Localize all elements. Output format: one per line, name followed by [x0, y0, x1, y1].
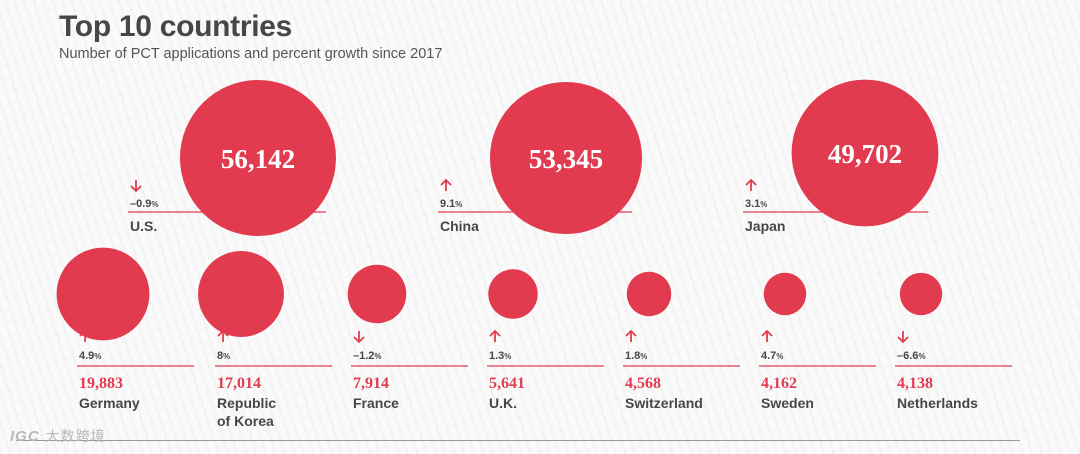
chart-title: Top 10 countries — [59, 10, 293, 43]
country-label-japan: Japan — [745, 218, 785, 234]
arrow-down-icon — [353, 331, 365, 344]
arrow-up-icon — [625, 329, 637, 342]
bubble-japan — [791, 79, 939, 227]
country-label-germany: Germany — [79, 395, 140, 411]
growth-label-u-s: –0.9% — [130, 198, 159, 210]
value-label-u-s: 56,142 — [221, 144, 295, 174]
value-label-switzerland: 4,568 — [625, 375, 661, 392]
value-label-germany: 19,883 — [79, 375, 123, 392]
bubble-sweden — [763, 272, 807, 316]
growth-label-switzerland: 1.8% — [625, 350, 647, 362]
bubble-republic-of-korea — [198, 251, 284, 337]
country-label-netherlands: Netherlands — [897, 395, 978, 411]
growth-label-germany: 4.9% — [79, 350, 101, 362]
arrow-up-icon — [440, 178, 452, 191]
growth-label-netherlands: –6.6% — [897, 350, 926, 362]
bubble-germany — [56, 247, 150, 341]
country-label-u-k: U.K. — [489, 395, 517, 411]
value-label-u-k: 5,641 — [489, 375, 525, 392]
value-label-china: 53,345 — [529, 144, 603, 174]
value-label-japan: 49,702 — [828, 139, 902, 169]
bubble-u-s — [180, 80, 336, 236]
arrow-down-icon — [897, 331, 909, 344]
bubble-netherlands — [899, 272, 943, 316]
country-label-france: France — [353, 395, 399, 411]
watermark-logo: IGC — [10, 428, 40, 445]
country-label-china: China — [440, 218, 479, 234]
growth-label-japan: 3.1% — [745, 198, 767, 210]
value-label-sweden: 4,162 — [761, 375, 797, 392]
watermark-text: 大数跨境 — [45, 428, 106, 444]
growth-label-u-k: 1.3% — [489, 350, 511, 362]
arrow-up-icon — [745, 178, 757, 191]
growth-label-sweden: 4.7% — [761, 350, 783, 362]
arrow-up-icon — [79, 329, 91, 342]
arrow-up-icon — [761, 329, 773, 342]
bubble-china — [489, 81, 643, 235]
arrow-down-icon — [130, 180, 142, 193]
bubble-switzerland — [626, 271, 672, 317]
growth-label-republic-of-korea: 8% — [217, 350, 230, 362]
watermark: IGC 大数跨境 — [10, 426, 106, 446]
value-label-republic-of-korea: 17,014 — [217, 375, 261, 392]
country-label-switzerland: Switzerland — [625, 395, 703, 411]
country-label-u-s: U.S. — [130, 218, 157, 234]
country-label-republic-of-korea-line-1: Republic — [217, 395, 276, 411]
bottom-divider — [16, 440, 1020, 441]
chart-subtitle: Number of PCT applications and percent g… — [59, 46, 443, 62]
bubble-france — [347, 264, 407, 324]
country-label-sweden: Sweden — [761, 395, 814, 411]
bubble-u-k — [488, 269, 538, 319]
value-label-netherlands: 4,138 — [897, 375, 933, 392]
growth-label-france: –1.2% — [353, 350, 382, 362]
arrow-up-icon — [489, 329, 501, 342]
value-label-france: 7,914 — [353, 375, 389, 392]
country-label-republic-of-korea-line-2: of Korea — [217, 413, 274, 429]
arrow-up-icon — [217, 329, 229, 342]
growth-label-china: 9.1% — [440, 198, 462, 210]
